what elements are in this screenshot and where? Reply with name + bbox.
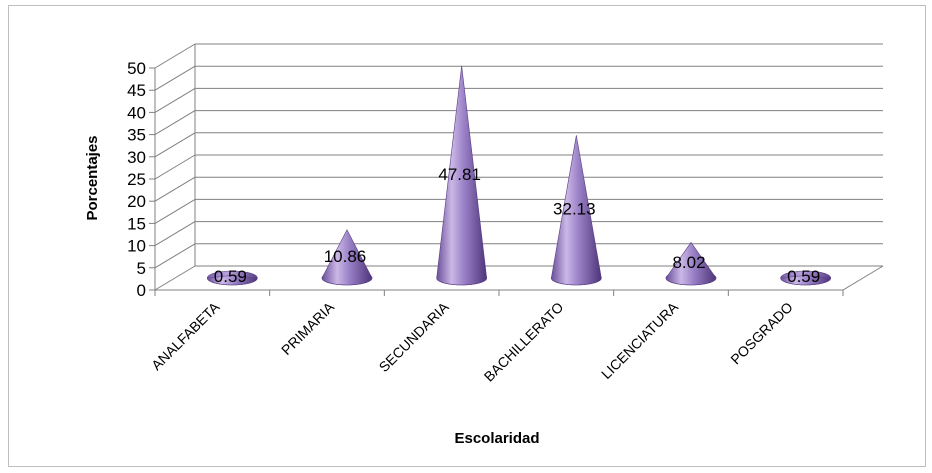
category-label: POSGRADO [727,299,796,368]
category-label: PRIMARIA [278,298,338,358]
cone-body [207,275,258,286]
cone-body [551,135,602,286]
gridline-side [154,176,196,202]
cone-primaria [321,229,373,286]
category-label: LICENCIATURA [598,298,682,382]
data-label: 32.13 [553,200,596,219]
cone-body [321,229,373,286]
data-label: 0.59 [787,267,820,286]
data-label: 0.59 [214,267,247,286]
y-tick-label: 0 [137,281,146,300]
category-label: SECUNDARIA [376,298,453,375]
gridline-side [154,243,196,269]
data-labels: 0.59 10.86 47.81 32.13 8.02 0.59 [214,165,820,286]
y-tick-label: 5 [137,259,146,278]
cone-body [780,275,831,286]
category-label: BACHILLERATO [481,299,567,385]
category-labels: ANALFABETA PRIMARIA SECUNDARIA BACHILLERATO… [148,298,796,384]
gridline-side [154,154,196,180]
gridline-side [154,87,196,113]
data-label: 8.02 [672,253,705,272]
y-tick-label: 45 [127,81,146,100]
gridline-side [154,265,196,291]
y-tick-label: 50 [127,59,146,78]
x-axis-title: Escolaridad [454,430,539,447]
cone-body [665,241,717,286]
gridline-side [154,132,196,158]
cone-analfabeta [207,270,258,286]
gridline-side [154,110,196,136]
y-tick-label: 20 [127,192,146,211]
cones [207,65,831,286]
cone-licenciatura [665,241,717,286]
y-axis-title: Porcentajes [84,135,101,220]
cone-body [436,65,487,286]
y-tick-label: 35 [127,126,146,145]
gridlines [154,43,883,291]
gridline-side [154,43,196,69]
axes [149,67,884,296]
y-tick-label: 30 [127,148,146,167]
data-label: 47.81 [438,165,481,184]
y-tick-label: 10 [127,237,146,256]
cone-secundaria [436,65,487,286]
y-tick-labels: 0 5 10 15 20 25 30 35 40 45 50 [127,59,146,300]
cone-bachillerato [551,135,602,286]
y-tick-label: 15 [127,214,146,233]
cone-posgrado [780,270,831,286]
gridline-side [154,65,196,91]
data-label: 10.86 [324,247,367,266]
gridline-side [154,221,196,247]
category-label: ANALFABETA [148,298,223,373]
gridline-side [154,198,196,224]
y-tick-label: 40 [127,103,146,122]
y-tick-label: 25 [127,170,146,189]
x-axis-floor [155,265,884,291]
